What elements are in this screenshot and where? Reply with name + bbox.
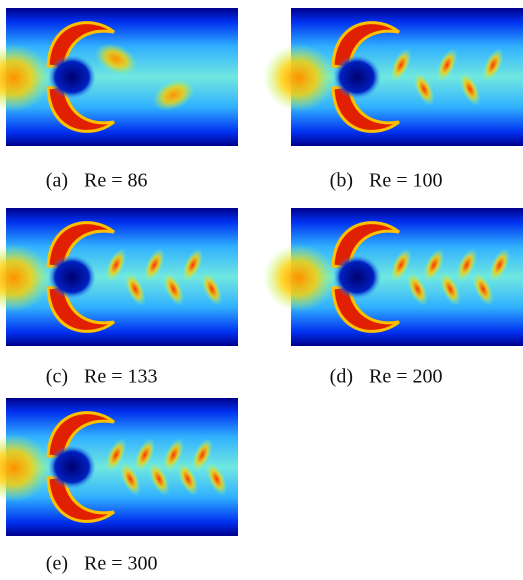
wake-vortex: [413, 72, 435, 106]
recirculation-core: [333, 255, 381, 299]
panel-label: (e): [46, 553, 68, 575]
wake-vortex: [134, 438, 156, 472]
wake-vortex: [119, 462, 141, 496]
inflow-region: [0, 434, 50, 502]
wake-vortex: [406, 272, 428, 306]
panel-caption: Re = 200: [369, 366, 443, 388]
flow-panel: [0, 8, 238, 146]
wake-vortex: [201, 272, 223, 306]
wake-vortex: [148, 462, 170, 496]
panel-caption: Re = 100: [369, 170, 443, 192]
recirculation-core: [48, 445, 96, 489]
wake-vortex: [472, 272, 494, 306]
wake-vortex: [206, 462, 228, 496]
wake-vortex: [482, 48, 504, 82]
panel-caption: Re = 86: [84, 170, 148, 192]
wake-vortex: [105, 248, 127, 282]
wake-vortex: [439, 272, 461, 306]
panel-label: (c): [46, 366, 68, 388]
recirculation-core: [333, 55, 381, 99]
wake-vortex: [105, 438, 127, 472]
wake-vortex: [191, 438, 213, 472]
flow-panel: [263, 8, 523, 146]
flow-panel: [263, 208, 523, 346]
flow-panel: [0, 208, 238, 346]
wake-vortex: [489, 248, 511, 282]
panel-label: (d): [330, 366, 353, 388]
wake-vortex: [390, 248, 412, 282]
wake-vortex: [459, 72, 481, 106]
inflow-region: [263, 44, 335, 112]
panel-label: (a): [46, 170, 68, 192]
panel-label: (b): [330, 170, 353, 192]
wake-vortex: [177, 462, 199, 496]
wake-vortex: [143, 248, 165, 282]
inflow-region: [263, 244, 335, 312]
inflow-region: [0, 244, 50, 312]
wake-vortex: [162, 272, 185, 306]
panel-caption: Re = 300: [84, 553, 158, 575]
inflow-region: [0, 44, 50, 112]
recirculation-core: [48, 255, 96, 299]
panel-caption: Re = 133: [84, 366, 158, 388]
wake-vortex: [182, 248, 204, 282]
wake-vortex: [390, 48, 412, 82]
flow-panel: [0, 398, 238, 536]
wake-vortex: [124, 272, 146, 306]
wake-vortex: [456, 248, 478, 282]
wake-vortex: [162, 438, 185, 472]
wake-vortex: [436, 48, 458, 82]
recirculation-core: [48, 55, 96, 99]
wake-vortex: [152, 79, 195, 111]
wake-vortex: [95, 43, 137, 75]
wake-vortex: [423, 248, 445, 282]
